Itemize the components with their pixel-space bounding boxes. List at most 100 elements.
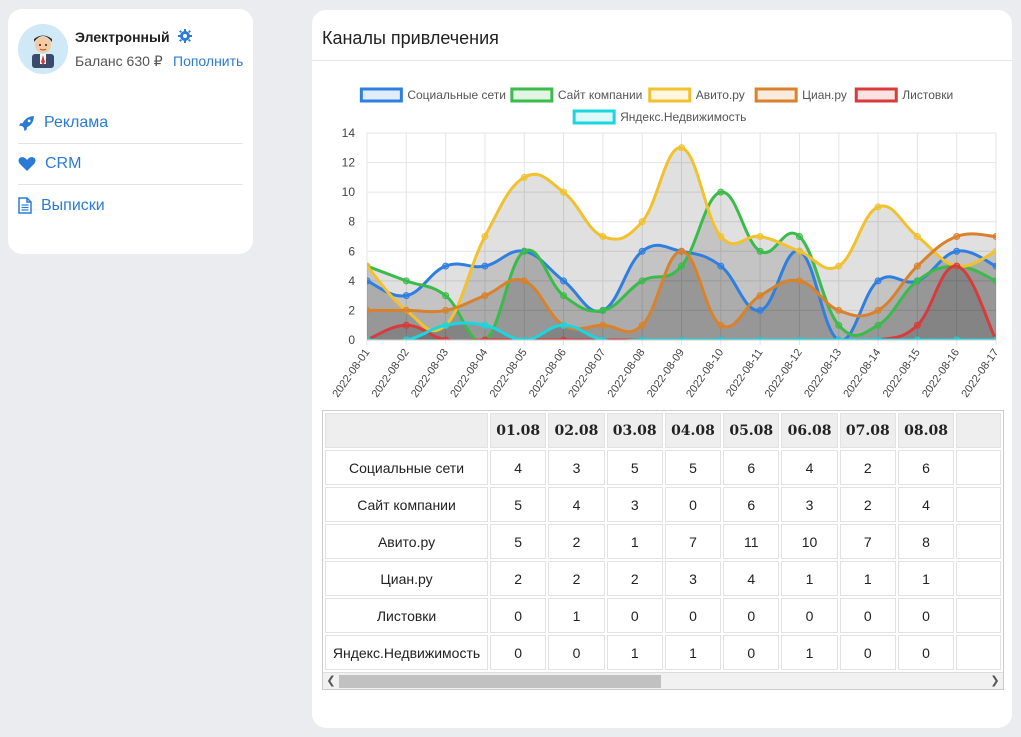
y-tick-label: 0 bbox=[348, 333, 355, 347]
data-point bbox=[402, 321, 410, 329]
data-point bbox=[481, 336, 489, 340]
legend-item-5[interactable]: Яндекс.Недвижимость bbox=[572, 109, 746, 125]
data-point bbox=[756, 336, 764, 340]
data-point bbox=[520, 336, 528, 340]
avatar[interactable] bbox=[18, 24, 68, 74]
table-cell: 6 bbox=[723, 450, 780, 485]
data-point bbox=[913, 233, 921, 240]
table-cell: 0 bbox=[723, 635, 780, 670]
x-tick-label: 2022-08-10 bbox=[684, 347, 726, 400]
data-point bbox=[874, 203, 882, 211]
data-point bbox=[481, 321, 489, 329]
table-cell: 3 bbox=[664, 561, 722, 596]
table-cell: 0 bbox=[606, 598, 663, 633]
x-tick-label: 2022-08-15 bbox=[881, 347, 923, 400]
horizontal-scrollbar[interactable]: ❮ ❯ bbox=[323, 672, 1003, 689]
data-point bbox=[835, 262, 843, 270]
row-label: Циан.ру bbox=[325, 561, 489, 596]
table-cell: 0 bbox=[664, 598, 722, 633]
legend-item-2[interactable]: Авито.ру bbox=[648, 87, 745, 103]
series-area-2 bbox=[367, 147, 996, 340]
table-cell: 4 bbox=[490, 450, 547, 485]
data-table-container: 01.08 02.08 03.08 04.08 05.08 06.08 07.08 08.08… bbox=[322, 410, 1004, 690]
scroll-right-arrow-icon[interactable]: ❯ bbox=[990, 675, 1000, 687]
legend-item-1[interactable]: Сайт компании bbox=[510, 87, 643, 103]
column-header-partial bbox=[956, 413, 1001, 448]
table-row: Сайт компании 5 4 3 0 6 3 2 4 bbox=[325, 487, 1001, 522]
table-cell: 2 bbox=[548, 561, 605, 596]
account-card: Электронный Баланс 630 ₽ Пополнить Рекла… bbox=[8, 9, 253, 254]
topup-link[interactable]: Пополнить bbox=[173, 53, 244, 69]
sidebar-item-advertising[interactable]: Реклама bbox=[18, 103, 243, 144]
table-cell: 0 bbox=[723, 598, 780, 633]
y-tick-label: 8 bbox=[348, 215, 355, 229]
row-label: Листовки bbox=[325, 598, 489, 633]
data-point bbox=[756, 233, 764, 240]
table-cell: 0 bbox=[490, 635, 547, 670]
sidebar-item-label: Реклама bbox=[44, 114, 109, 131]
table-cell: 2 bbox=[839, 450, 896, 485]
legend-item-0[interactable]: Социальные сети bbox=[359, 87, 506, 103]
table-cell: 6 bbox=[723, 487, 780, 522]
gear-icon[interactable] bbox=[178, 29, 192, 43]
data-point bbox=[599, 306, 607, 314]
legend-item-3[interactable]: Циан.ру bbox=[754, 87, 847, 103]
y-tick-label: 4 bbox=[348, 274, 355, 288]
data-point bbox=[560, 321, 568, 329]
data-point bbox=[599, 336, 607, 340]
series-area-4 bbox=[367, 266, 996, 340]
data-point bbox=[678, 247, 685, 255]
sidebar-item-statements[interactable]: Выписки bbox=[18, 185, 243, 226]
data-point bbox=[560, 292, 568, 300]
legend-swatch bbox=[510, 87, 554, 103]
legend-swatch bbox=[359, 87, 403, 103]
table-cell: 5 bbox=[490, 487, 547, 522]
data-point bbox=[992, 336, 996, 340]
data-point bbox=[367, 336, 371, 340]
data-point bbox=[992, 262, 996, 270]
data-point bbox=[874, 336, 882, 340]
data-point bbox=[402, 306, 410, 314]
x-tick-label: 2022-08-02 bbox=[370, 347, 412, 400]
data-point bbox=[756, 247, 764, 255]
sidebar-item-label: CRM bbox=[45, 155, 82, 172]
page-title: Каналы привлечения bbox=[322, 28, 499, 48]
table-cell: 2 bbox=[606, 561, 663, 596]
data-point bbox=[678, 144, 685, 152]
data-point bbox=[638, 247, 646, 255]
data-point bbox=[835, 336, 843, 340]
data-point bbox=[520, 247, 528, 255]
table-cell: 0 bbox=[897, 635, 955, 670]
table-cell: 7 bbox=[664, 524, 722, 559]
column-header: 02.08 bbox=[548, 413, 605, 448]
table-row: Социальные сети 4 3 5 5 6 4 2 6 bbox=[325, 450, 1001, 485]
table-cell: 1 bbox=[897, 561, 955, 596]
acquisition-channels-card: Каналы привлечения Социальные сети Сайт к… bbox=[312, 10, 1012, 728]
table-cell: 0 bbox=[664, 487, 722, 522]
data-point bbox=[520, 173, 528, 181]
heart-icon bbox=[18, 157, 36, 171]
row-label: Авито.ру bbox=[325, 524, 489, 559]
table-cell: 4 bbox=[897, 487, 955, 522]
data-point bbox=[913, 336, 921, 340]
x-tick-label: 2022-08-14 bbox=[841, 347, 883, 400]
table-cell: 1 bbox=[548, 598, 605, 633]
series-line-0 bbox=[367, 243, 996, 340]
scrollbar-thumb[interactable] bbox=[339, 675, 661, 688]
data-point bbox=[638, 277, 646, 285]
data-point bbox=[795, 247, 803, 255]
table-cell: 1 bbox=[664, 635, 722, 670]
x-tick-label: 2022-08-04 bbox=[448, 347, 490, 400]
data-point bbox=[717, 233, 725, 240]
table-cell: 1 bbox=[606, 524, 663, 559]
scroll-left-arrow-icon[interactable]: ❮ bbox=[326, 675, 336, 687]
sidebar-item-crm[interactable]: CRM bbox=[18, 144, 243, 185]
data-point bbox=[367, 277, 371, 285]
x-tick-label: 2022-08-03 bbox=[409, 347, 451, 400]
data-point bbox=[560, 336, 568, 340]
table-row: Циан.ру 2 2 2 3 4 1 1 1 bbox=[325, 561, 1001, 596]
legend-item-4[interactable]: Листовки bbox=[854, 87, 953, 103]
data-point bbox=[560, 277, 568, 285]
line-chart: Социальные сети Сайт компании Авито.ру Циан… bbox=[330, 87, 1001, 400]
table-cell: 4 bbox=[781, 450, 838, 485]
